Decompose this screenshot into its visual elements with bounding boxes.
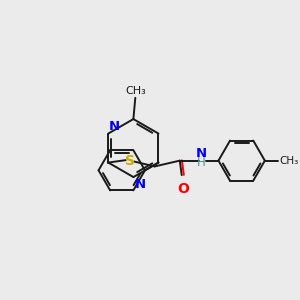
Text: O: O [177, 182, 189, 196]
Text: H: H [197, 156, 206, 169]
Text: N: N [134, 178, 146, 191]
Text: CH₃: CH₃ [279, 156, 298, 166]
Text: N: N [109, 120, 120, 133]
Text: CH₃: CH₃ [125, 86, 146, 96]
Text: N: N [196, 147, 207, 160]
Text: S: S [124, 154, 134, 168]
